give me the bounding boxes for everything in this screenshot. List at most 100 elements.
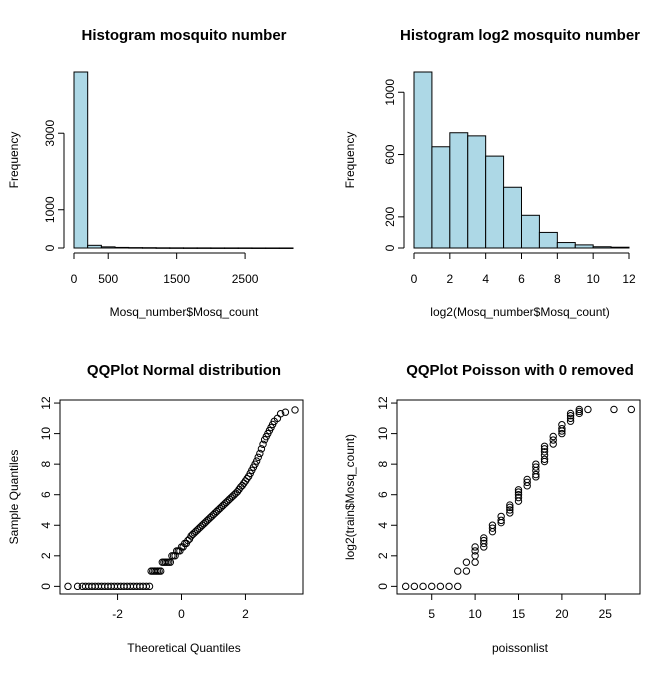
scatter-point	[627, 405, 636, 414]
x-tick-label: 10	[468, 607, 482, 621]
scatter-point	[454, 582, 462, 591]
scatter-point	[497, 512, 505, 521]
histogram-bar	[265, 247, 280, 249]
x-tick-label: -2	[112, 607, 123, 621]
scatter-point	[462, 558, 471, 566]
scatter-point	[419, 582, 427, 591]
y-tick-label: 4	[376, 522, 390, 529]
histogram-bar	[210, 247, 226, 249]
scatter-point	[540, 445, 549, 453]
y-tick-label: 10	[39, 427, 53, 441]
scatter-point	[252, 457, 261, 465]
x-tick-label: 0	[71, 272, 78, 286]
y-tick-label: 12	[39, 396, 53, 410]
scatter-point	[566, 409, 575, 418]
y-tick-label: 12	[376, 396, 390, 410]
scatter-point	[291, 406, 299, 414]
x-tick-label: 15	[512, 607, 526, 621]
scatter-point	[540, 455, 549, 463]
histogram-bar	[538, 231, 558, 249]
scatter-point	[454, 567, 462, 575]
histogram-bar	[556, 242, 576, 249]
scatter-point	[566, 412, 575, 420]
chart-title: QQPlot Normal distribution	[87, 362, 281, 379]
y-axis-label: Frequency	[343, 132, 357, 189]
histogram-bar	[467, 135, 487, 249]
x-tick-label: 25	[599, 607, 613, 621]
y-tick-label: 0	[383, 244, 397, 251]
histogram-bar	[485, 155, 505, 249]
histogram-bar	[183, 247, 198, 249]
scatter-point	[558, 425, 566, 433]
scatter-point	[549, 432, 557, 441]
scatter-point	[575, 405, 583, 414]
histogram-bar	[431, 146, 451, 249]
y-tick-label: 0	[376, 583, 390, 590]
scatter-point	[514, 493, 523, 502]
histogram-bar	[251, 247, 267, 249]
histogram-bar	[224, 247, 239, 249]
scatter-point	[575, 407, 583, 416]
y-tick-label: 6	[39, 491, 53, 498]
x-tick-label: 2500	[232, 272, 259, 286]
scatter-point	[410, 582, 419, 591]
scatter-point	[281, 408, 290, 416]
scatter-point	[471, 558, 479, 566]
scatter-point	[256, 449, 264, 458]
scatter-point	[471, 552, 479, 560]
chart-panel-1: Histogram mosquito number Mosq_number$Mos…	[7, 27, 294, 319]
y-tick-label: 8	[39, 461, 53, 468]
scatter-point	[257, 445, 266, 453]
histogram-bar	[155, 247, 171, 249]
y-axis-label: log2(train$Mosq_count)	[343, 434, 357, 560]
scatter-point	[276, 410, 285, 418]
x-tick-label: 0	[411, 272, 418, 286]
x-axis-label: poissonlist	[492, 641, 549, 655]
histogram-bar	[610, 246, 630, 249]
x-tick-label: 10	[586, 272, 600, 286]
x-axis-label: log2(Mosq_number$Mosq_count)	[430, 305, 609, 319]
histogram-bar	[449, 132, 469, 249]
x-tick-label: 12	[622, 272, 636, 286]
x-tick-label: 2	[242, 607, 249, 621]
histogram-bar	[278, 247, 294, 249]
chart-title: QQPlot Poisson with 0 removed	[406, 362, 634, 379]
scatter-point	[540, 442, 549, 450]
scatter-point	[506, 509, 514, 517]
scatter-point	[610, 405, 618, 414]
y-tick-label: 6	[376, 491, 390, 498]
scatter-point	[254, 453, 262, 461]
x-axis-label: Mosq_number$Mosq_count	[110, 305, 259, 319]
scatter-point	[575, 409, 583, 418]
chart-title: Histogram log2 mosquito number	[400, 27, 640, 44]
scatter-point	[401, 582, 410, 591]
scatter-point	[514, 486, 523, 494]
scatter-point	[471, 543, 479, 551]
x-tick-label: 8	[554, 272, 561, 286]
x-axis-label: Theoretical Quantiles	[127, 641, 240, 655]
y-tick-label: 1000	[383, 79, 397, 106]
scatter-point	[532, 460, 540, 468]
x-tick-label: 20	[555, 607, 569, 621]
scatter-point	[532, 463, 540, 471]
scatter-point	[488, 524, 497, 532]
histogram-bar	[87, 244, 102, 249]
y-tick-label: 1000	[43, 196, 57, 223]
scatter-point	[259, 440, 267, 448]
histogram-bar	[503, 186, 523, 249]
histogram-bar	[413, 71, 433, 249]
scatter-point	[558, 429, 566, 438]
scatter-point	[142, 582, 151, 591]
histogram-bar	[521, 214, 540, 249]
scatter-point	[532, 470, 540, 479]
scatter-point	[558, 421, 566, 429]
y-tick-label: 2	[376, 552, 390, 559]
scatter-point	[480, 539, 488, 548]
scatter-point	[64, 582, 72, 591]
scatter-point	[549, 436, 557, 444]
histogram-bar	[73, 71, 89, 249]
scatter-point	[436, 582, 445, 591]
scatter-point	[549, 440, 557, 448]
chart-panel-3: QQPlot Normal distribution Theoretical Qu…	[7, 362, 304, 655]
